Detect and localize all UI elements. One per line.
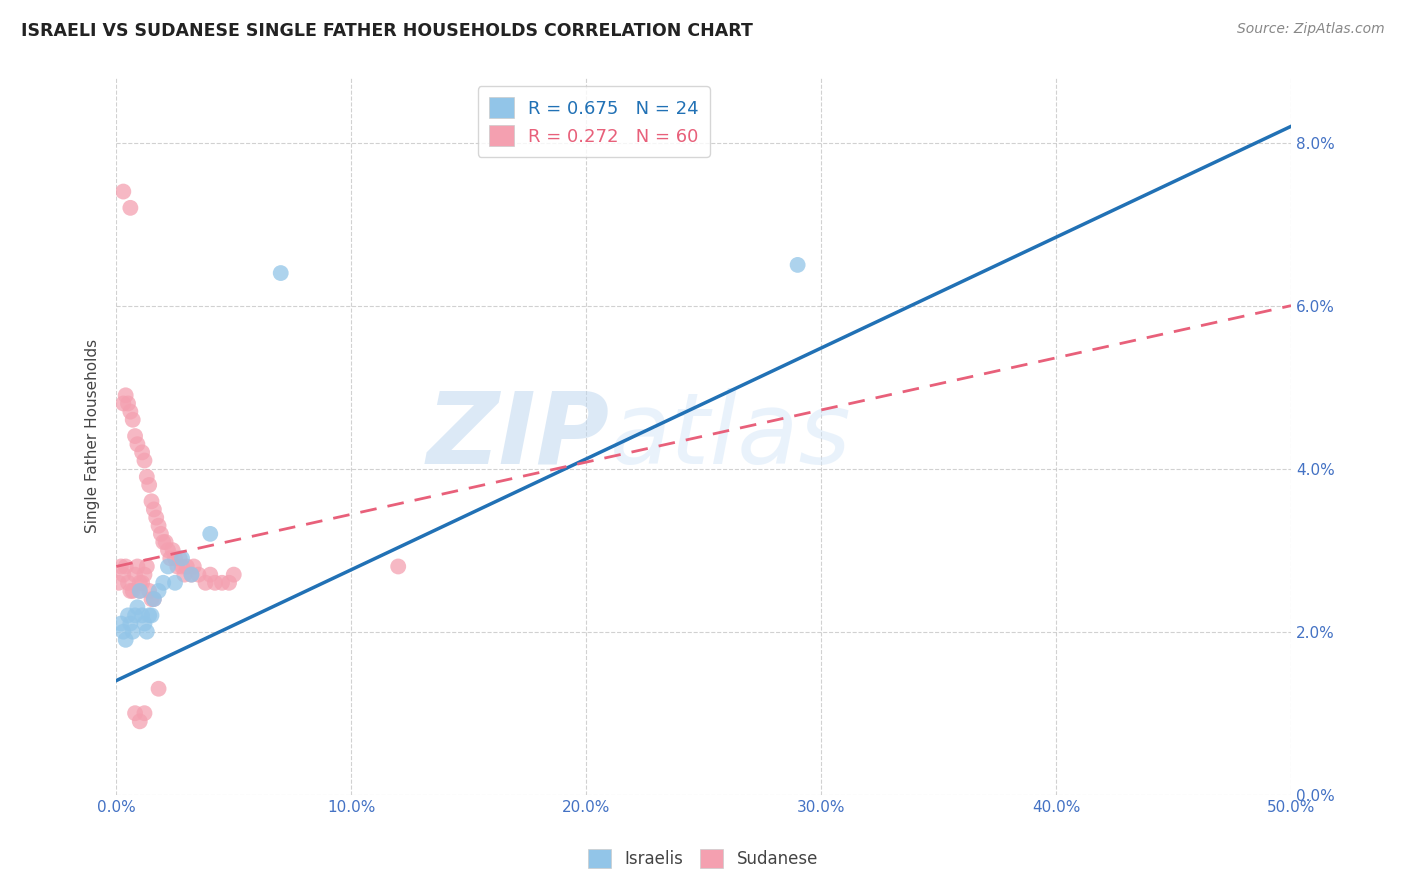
Point: [134, 616, 156, 631]
Point: [141, 494, 163, 508]
Point: [110, 559, 132, 574]
Point: [166, 559, 188, 574]
Point: [148, 681, 170, 696]
Point: [270, 266, 292, 280]
Legend: R = 0.675   N = 24, R = 0.272   N = 60: R = 0.675 N = 24, R = 0.272 N = 60: [478, 87, 710, 157]
Point: [128, 575, 150, 590]
Point: [124, 567, 146, 582]
Point: [134, 706, 156, 721]
Point: [120, 201, 142, 215]
Y-axis label: Single Father Households: Single Father Households: [86, 339, 100, 533]
Text: ZIP: ZIP: [426, 387, 610, 484]
Point: [786, 258, 808, 272]
Point: [135, 559, 157, 574]
Point: [148, 518, 170, 533]
Point: [170, 551, 193, 566]
Point: [121, 413, 143, 427]
Point: [127, 559, 149, 574]
Point: [112, 567, 135, 582]
Point: [200, 567, 222, 582]
Point: [180, 567, 202, 582]
Point: [152, 575, 174, 590]
Point: [112, 185, 135, 199]
Point: [155, 535, 177, 549]
Point: [131, 445, 153, 459]
Point: [218, 575, 240, 590]
Point: [138, 478, 160, 492]
Point: [387, 559, 409, 574]
Point: [152, 535, 174, 549]
Point: [142, 592, 165, 607]
Point: [163, 575, 186, 590]
Point: [163, 551, 186, 566]
Point: [135, 470, 157, 484]
Point: [127, 600, 149, 615]
Text: atlas: atlas: [610, 387, 851, 484]
Point: [114, 632, 136, 647]
Point: [204, 575, 226, 590]
Point: [162, 543, 184, 558]
Point: [112, 396, 135, 410]
Point: [156, 543, 179, 558]
Point: [180, 567, 202, 582]
Point: [112, 624, 135, 639]
Point: [173, 567, 195, 582]
Point: [117, 575, 139, 590]
Legend: Israelis, Sudanese: Israelis, Sudanese: [581, 842, 825, 875]
Point: [176, 559, 198, 574]
Point: [121, 583, 143, 598]
Point: [170, 559, 193, 574]
Point: [107, 575, 129, 590]
Point: [194, 575, 217, 590]
Point: [149, 527, 172, 541]
Text: ISRAELI VS SUDANESE SINGLE FATHER HOUSEHOLDS CORRELATION CHART: ISRAELI VS SUDANESE SINGLE FATHER HOUSEH…: [21, 22, 754, 40]
Point: [183, 559, 205, 574]
Point: [120, 616, 142, 631]
Point: [117, 608, 139, 623]
Point: [131, 608, 153, 623]
Point: [141, 608, 163, 623]
Point: [148, 583, 170, 598]
Point: [211, 575, 233, 590]
Point: [131, 575, 153, 590]
Point: [128, 583, 150, 598]
Point: [110, 616, 132, 631]
Point: [120, 583, 142, 598]
Point: [135, 624, 157, 639]
Point: [124, 429, 146, 443]
Point: [138, 583, 160, 598]
Point: [134, 453, 156, 467]
Point: [187, 567, 209, 582]
Point: [114, 559, 136, 574]
Point: [124, 608, 146, 623]
Point: [200, 527, 222, 541]
Point: [222, 567, 245, 582]
Point: [142, 592, 165, 607]
Point: [128, 583, 150, 598]
Point: [124, 706, 146, 721]
Point: [114, 388, 136, 402]
Point: [134, 567, 156, 582]
Point: [120, 404, 142, 418]
Text: Source: ZipAtlas.com: Source: ZipAtlas.com: [1237, 22, 1385, 37]
Point: [127, 437, 149, 451]
Point: [159, 551, 181, 566]
Point: [117, 396, 139, 410]
Point: [128, 714, 150, 729]
Point: [145, 510, 167, 524]
Point: [138, 608, 160, 623]
Point: [121, 624, 143, 639]
Point: [142, 502, 165, 516]
Point: [156, 559, 179, 574]
Point: [141, 592, 163, 607]
Point: [169, 551, 191, 566]
